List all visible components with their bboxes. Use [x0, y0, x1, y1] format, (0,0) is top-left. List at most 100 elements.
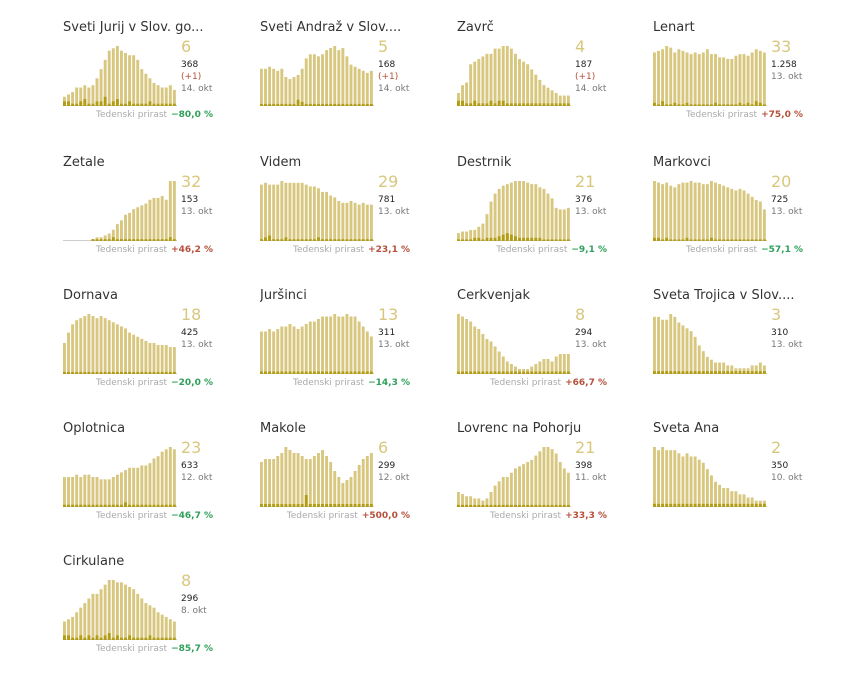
- active-cases-bar: [501, 46, 505, 106]
- municipality-card[interactable]: Markovci 20 725 13. okt Tedenski prirast −57,…: [653, 155, 838, 280]
- active-cases-bar: [296, 74, 300, 106]
- municipality-name[interactable]: Sveti Andraž v Slov....: [260, 20, 402, 35]
- new-cases-bar: [124, 502, 127, 507]
- new-cases-bar: [75, 103, 79, 106]
- active-cases-bar: [530, 366, 534, 374]
- municipality-card[interactable]: Dornava 18 425 13. okt Tedenski prirast −20,0…: [63, 288, 248, 413]
- municipality-name[interactable]: Cirkulane: [63, 554, 125, 569]
- active-cases-bar: [701, 351, 705, 374]
- active-cases-bar: [292, 77, 296, 106]
- municipality-card[interactable]: Sveta Trojica v Slov.... 3 310 13. okt: [653, 288, 838, 413]
- active-cases-bar: [493, 193, 497, 241]
- active-cases-bar: [726, 58, 730, 106]
- municipality-name[interactable]: Markovci: [653, 155, 711, 170]
- municipality-name[interactable]: Dornava: [63, 288, 118, 303]
- new-cases-bar: [63, 504, 66, 507]
- active-cases-bar: [705, 356, 709, 374]
- active-cases-bar: [71, 92, 75, 106]
- new-cases-bar: [734, 371, 738, 374]
- active-cases-bar: [103, 235, 107, 241]
- new-cases-bar: [120, 637, 123, 640]
- new-cases-bar: [136, 103, 140, 106]
- active-cases-bar: [99, 589, 103, 640]
- municipality-name[interactable]: Juršinci: [260, 288, 307, 303]
- new-cases-bar: [152, 371, 156, 374]
- new-cases-bar: [566, 239, 570, 241]
- new-cases-bar: [79, 371, 83, 374]
- municipality-card[interactable]: Sveti Jurij v Slov. go... 6 368 (+1) 14. okt…: [63, 20, 248, 145]
- municipality-name[interactable]: Makole: [260, 421, 306, 436]
- active-cases-bar: [71, 616, 75, 640]
- municipality-card[interactable]: Cerkvenjak 8 294 13. okt Tedenski prirast +66…: [457, 288, 642, 413]
- municipality-name[interactable]: Destrnik: [457, 155, 512, 170]
- active-cases-bar: [534, 364, 538, 374]
- active-cases-bar: [754, 500, 758, 507]
- municipality-name[interactable]: Lovrenc na Pohorju: [457, 421, 582, 436]
- sparkline-chart: [457, 181, 571, 241]
- new-cases-bar: [168, 237, 172, 241]
- municipality-card[interactable]: Videm 29 781 13. okt Tedenski prirast +23,1 %: [260, 155, 445, 280]
- municipality-card[interactable]: Destrnik 21 376 13. okt Tedenski prirast −9,1…: [457, 155, 642, 280]
- municipality-card[interactable]: Makole 6 299 12. okt Tedenski prirast +500,0 …: [260, 421, 445, 546]
- active-cases-bar: [665, 450, 669, 507]
- active-cases-bar: [677, 322, 681, 374]
- municipality-name[interactable]: Cerkvenjak: [457, 288, 530, 303]
- new-cases-bar: [673, 371, 677, 374]
- municipality-card[interactable]: Cirkulane 8 296 8. okt Tedenski prirast −85,7…: [63, 554, 248, 679]
- municipality-card[interactable]: Oplotnica 23 633 12. okt Tedenski prirast −46…: [63, 421, 248, 546]
- weekly-growth-label: Tedenski prirast: [96, 110, 168, 120]
- municipality-card[interactable]: Juršinci 13 311 13. okt Tedenski prirast −14,…: [260, 288, 445, 413]
- new-cases-bar: [738, 503, 742, 507]
- active-cases-bar: [337, 477, 341, 507]
- municipality-name[interactable]: Sveta Trojica v Slov....: [653, 288, 795, 303]
- active-cases-bar: [673, 52, 677, 106]
- new-cases-bar: [91, 371, 95, 374]
- active-cases-bar: [481, 334, 485, 374]
- new-cases-bar: [369, 103, 373, 106]
- new-cases-bar: [272, 239, 276, 241]
- municipality-name[interactable]: Lenart: [653, 20, 695, 35]
- new-cases-bar: [518, 237, 521, 241]
- active-cases-bar: [758, 362, 762, 374]
- active-cases-bar: [136, 207, 140, 241]
- municipality-card[interactable]: Žetale 32 153 13. okt Tedenski prirast +46,2 …: [63, 155, 248, 280]
- new-cases-bar: [550, 504, 554, 507]
- new-cases-bar: [509, 103, 513, 106]
- municipality-card[interactable]: Lenart 33 1.258 13. okt Tedenski prirast +75,…: [653, 20, 838, 145]
- new-cases-bar: [738, 371, 742, 374]
- new-cases-bar: [308, 504, 312, 507]
- new-cases-bar: [762, 503, 766, 507]
- active-cases-bar: [665, 319, 669, 374]
- new-cases-bar: [497, 100, 501, 106]
- new-cases-bar: [538, 371, 542, 374]
- municipality-name[interactable]: Sveti Jurij v Slov. go...: [63, 20, 204, 35]
- active-cases-bar: [341, 316, 345, 374]
- active-cases-bar: [75, 87, 79, 106]
- new-cases-bar: [457, 239, 460, 241]
- new-cases-bar: [534, 103, 538, 106]
- municipality-card[interactable]: Lovrenc na Pohorju 21 398 11. okt Tedenski p…: [457, 421, 642, 546]
- active-cases-bar: [514, 366, 517, 374]
- new-cases-bar: [657, 104, 660, 106]
- weekly-growth-label: Tedenski prirast: [293, 245, 365, 255]
- new-cases-bar: [95, 101, 99, 106]
- municipality-name[interactable]: Videm: [260, 155, 302, 170]
- new-cases-bar: [164, 637, 168, 640]
- new-cases-bar: [276, 103, 280, 106]
- new-cases-bar: [120, 239, 123, 241]
- new-cases-bar: [156, 371, 160, 374]
- municipality-name[interactable]: Žetale: [63, 155, 105, 170]
- new-cases-bar: [172, 504, 176, 507]
- municipality-name[interactable]: Oplotnica: [63, 421, 126, 436]
- municipality-card[interactable]: Sveta Ana 2 350 10. okt: [653, 421, 838, 546]
- new-cases-bar: [280, 239, 284, 241]
- municipality-card[interactable]: Sveti Andraž v Slov.... 5 168 (+1) 14. okt: [260, 20, 445, 145]
- new-cases-bar: [542, 239, 546, 241]
- municipality-name[interactable]: Sveta Ana: [653, 421, 720, 436]
- new-cases-bar: [501, 100, 505, 106]
- municipality-card[interactable]: Zavrč 4 187 (+1) 14. okt: [457, 20, 642, 145]
- municipality-name[interactable]: Zavrč: [457, 20, 494, 35]
- weekly-growth: Tedenski prirast +33,3 %: [457, 511, 607, 522]
- active-cases-bar: [124, 584, 127, 640]
- new-cases-bar: [95, 239, 99, 241]
